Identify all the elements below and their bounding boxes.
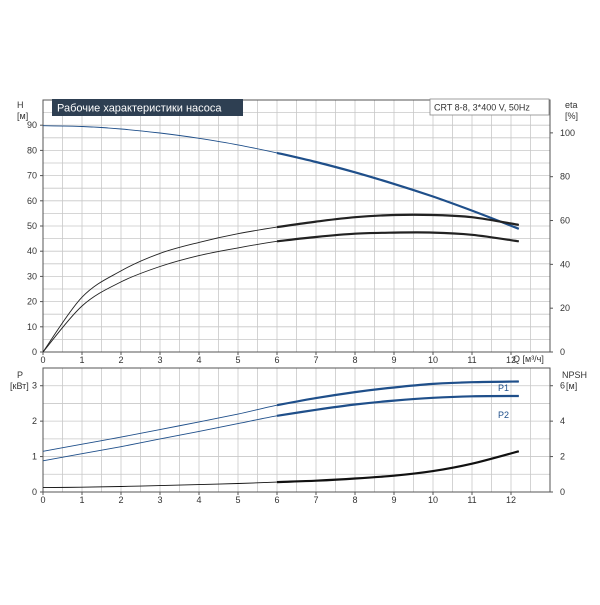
top-x-tick: 12 bbox=[506, 355, 516, 365]
bottom-left-axis-label: P bbox=[17, 370, 23, 380]
top-left-tick: 50 bbox=[27, 221, 37, 231]
top-series-2-line bbox=[42, 231, 519, 353]
top-right-axis-label: eta bbox=[565, 100, 578, 110]
bottom-x-tick: 11 bbox=[467, 495, 476, 505]
top-x-tick: 9 bbox=[391, 355, 396, 365]
top-x-tick: 3 bbox=[157, 355, 162, 365]
bottom-x-tick: 10 bbox=[428, 495, 438, 505]
top-left-tick: 90 bbox=[27, 120, 37, 130]
top-x-tick: 0 bbox=[40, 355, 45, 365]
top-series-group bbox=[42, 125, 520, 353]
bottom-series-1-highlight bbox=[276, 394, 519, 417]
chart-subtitle: CRT 8-8, 3*400 V, 50Hz bbox=[434, 103, 530, 113]
bottom-x-tick: 9 bbox=[391, 495, 396, 505]
bottom-x-tick: 3 bbox=[157, 495, 162, 505]
top-series-1-line bbox=[42, 214, 519, 353]
top-x-tick: 10 bbox=[428, 355, 438, 365]
top-left-tick: 10 bbox=[27, 322, 37, 332]
top-right-tick: 40 bbox=[560, 259, 570, 269]
bottom-grid bbox=[43, 368, 550, 492]
bottom-x-tick: 8 bbox=[352, 495, 357, 505]
bottom-x-tick: 6 bbox=[274, 495, 279, 505]
bottom-x-tick: 12 bbox=[506, 495, 516, 505]
chart-title: Рабочие характеристики насоса bbox=[57, 103, 222, 115]
top-left-tick: 40 bbox=[27, 246, 37, 256]
top-x-tick: 5 bbox=[235, 355, 240, 365]
top-x-tick: 6 bbox=[274, 355, 279, 365]
top-left-axis-unit: [м] bbox=[17, 111, 28, 121]
top-left-tick: 60 bbox=[27, 196, 37, 206]
top-series-1-highlight bbox=[276, 213, 519, 229]
series-label-p1: P1 bbox=[498, 383, 509, 393]
bottom-right-tick: 2 bbox=[560, 452, 565, 462]
bottom-right-axis-label: NPSH bbox=[562, 370, 587, 380]
top-series-2-highlight bbox=[276, 231, 519, 243]
bottom-x-tick: 4 bbox=[196, 495, 201, 505]
bottom-left-tick: 0 bbox=[32, 487, 37, 497]
top-series-0-highlight bbox=[276, 151, 520, 230]
top-x-tick: 1 bbox=[79, 355, 84, 365]
top-left-tick: 80 bbox=[27, 145, 37, 155]
x-axis-label: Q [м³/ч] bbox=[513, 354, 544, 364]
top-x-tick: 11 bbox=[467, 355, 476, 365]
bottom-right-axis-unit: [м] bbox=[566, 381, 577, 391]
bottom-right-tick: 4 bbox=[560, 416, 565, 426]
bottom-left-axis-unit: [кВт] bbox=[10, 381, 29, 391]
bottom-series-0-highlight bbox=[276, 380, 519, 407]
bottom-x-tick: 0 bbox=[40, 495, 45, 505]
top-x-tick: 8 bbox=[352, 355, 357, 365]
bottom-left-tick: 2 bbox=[32, 416, 37, 426]
top-right-tick: 20 bbox=[560, 303, 570, 313]
top-right-tick: 80 bbox=[560, 172, 570, 182]
bottom-left-tick: 1 bbox=[32, 452, 37, 462]
bottom-x-tick: 1 bbox=[79, 495, 84, 505]
top-left-tick: 0 bbox=[32, 347, 37, 357]
bottom-series-group bbox=[42, 380, 520, 489]
model-box bbox=[429, 98, 550, 116]
series-label-p2: P2 bbox=[498, 410, 509, 420]
top-grid bbox=[43, 100, 550, 352]
top-left-tick: 30 bbox=[27, 271, 37, 281]
top-left-axis-label: H bbox=[17, 100, 24, 110]
top-right-tick: 60 bbox=[560, 216, 570, 226]
bottom-series-1-line bbox=[42, 395, 519, 462]
bottom-left-tick: 3 bbox=[32, 381, 37, 391]
top-x-tick: 2 bbox=[118, 355, 123, 365]
bottom-right-tick: 0 bbox=[560, 487, 565, 497]
bottom-x-tick: 2 bbox=[118, 495, 123, 505]
title-box bbox=[52, 99, 243, 116]
top-right-axis-unit: [%] bbox=[565, 111, 578, 121]
bottom-plot-frame bbox=[42, 367, 551, 493]
top-right-tick: 0 bbox=[560, 347, 565, 357]
top-x-tick: 7 bbox=[313, 355, 318, 365]
top-left-tick: 70 bbox=[27, 171, 37, 181]
bottom-x-tick: 7 bbox=[313, 495, 318, 505]
top-right-tick: 100 bbox=[560, 128, 575, 138]
bottom-series-0-line bbox=[42, 381, 519, 452]
top-x-tick: 4 bbox=[196, 355, 201, 365]
top-left-tick: 20 bbox=[27, 297, 37, 307]
bottom-right-tick: 6 bbox=[560, 381, 565, 391]
bottom-x-tick: 5 bbox=[235, 495, 240, 505]
bottom-series-2-highlight bbox=[276, 450, 520, 484]
